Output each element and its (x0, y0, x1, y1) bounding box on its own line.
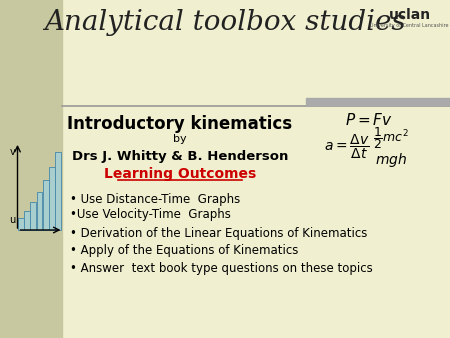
Text: Drs J. Whitty & B. Henderson: Drs J. Whitty & B. Henderson (72, 150, 288, 163)
Bar (36, 192, 42, 230)
Text: v: v (10, 147, 15, 157)
Bar (306, 98, 450, 105)
Text: University of Central Lancashire: University of Central Lancashire (370, 24, 449, 28)
Text: Analytical toolbox studies: Analytical toolbox studies (44, 8, 406, 35)
Bar (24, 211, 30, 230)
Text: $a = \dfrac{\Delta v}{\Delta t}$: $a = \dfrac{\Delta v}{\Delta t}$ (324, 132, 370, 161)
Text: $\dfrac{1}{2}mc^{2}$: $\dfrac{1}{2}mc^{2}$ (373, 125, 409, 151)
Text: uclan: uclan (388, 8, 431, 22)
Text: by: by (173, 135, 187, 144)
Bar (43, 180, 49, 230)
Text: $mgh$: $mgh$ (375, 151, 407, 169)
Bar (0, 0, 62, 338)
Bar (49, 167, 55, 230)
Text: • Answer  text book type questions on these topics: • Answer text book type questions on the… (70, 262, 373, 275)
Bar (55, 152, 61, 230)
Text: u: u (9, 215, 15, 225)
Text: • Apply of the Equations of Kinematics: • Apply of the Equations of Kinematics (70, 244, 298, 257)
Bar (18, 218, 24, 230)
Text: •Use Velocity-Time  Graphs: •Use Velocity-Time Graphs (70, 208, 231, 221)
Text: Introductory kinematics: Introductory kinematics (68, 116, 292, 134)
Text: $P = Fv$: $P = Fv$ (345, 113, 393, 128)
Bar (31, 202, 36, 230)
Text: • Derivation of the Linear Equations of Kinematics: • Derivation of the Linear Equations of … (70, 227, 367, 240)
Text: • Use Distance-Time  Graphs: • Use Distance-Time Graphs (70, 193, 240, 206)
Text: Learning Outcomes: Learning Outcomes (104, 167, 256, 182)
